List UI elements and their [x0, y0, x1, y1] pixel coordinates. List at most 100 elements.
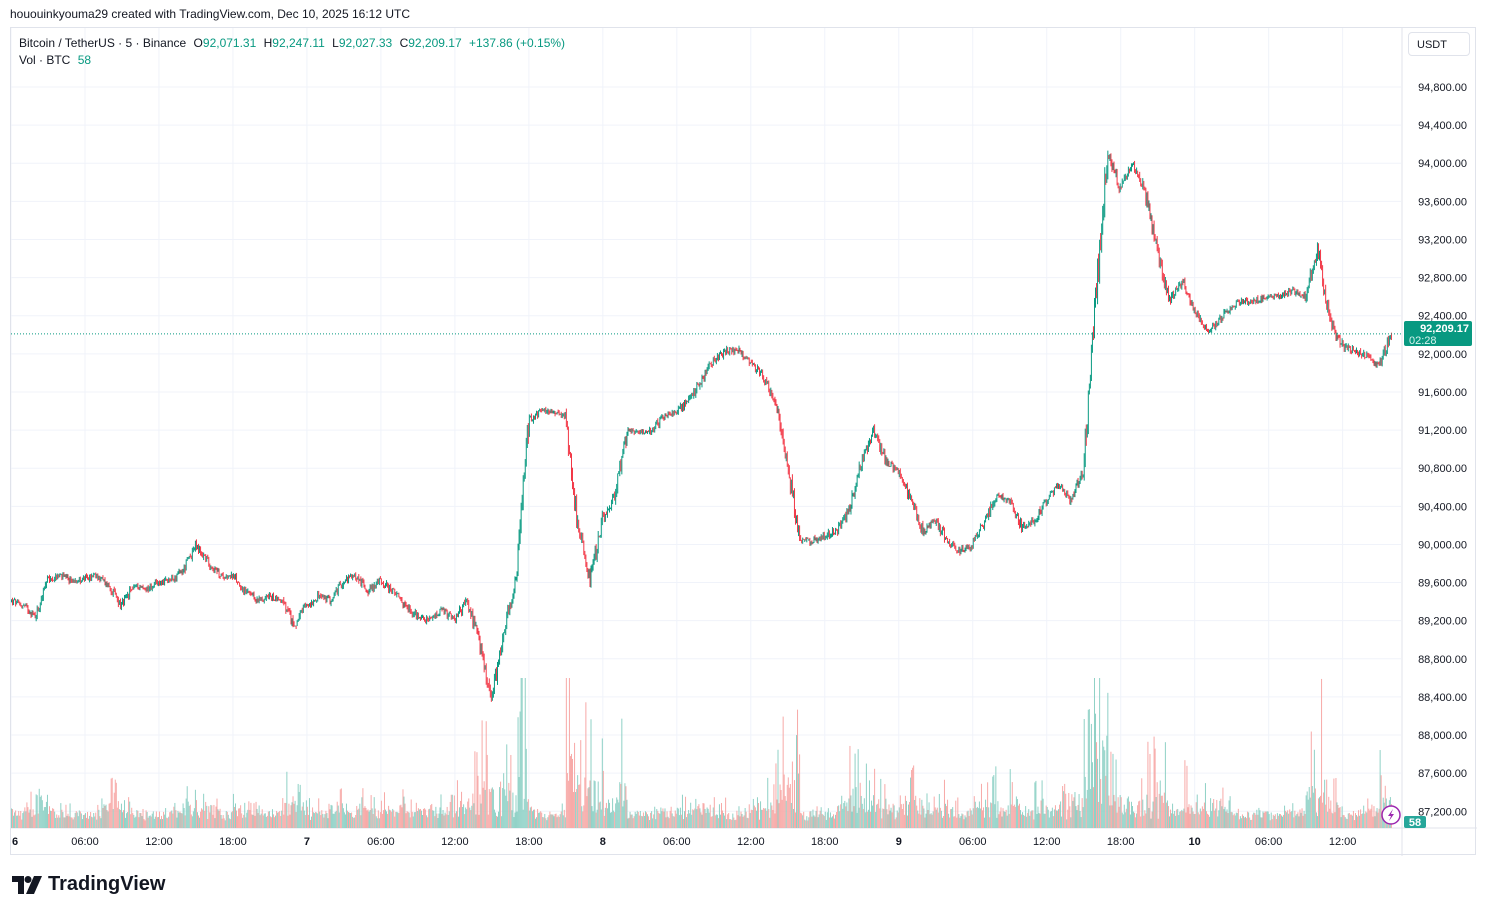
volume-bar: [1330, 800, 1332, 828]
volume-bar: [781, 799, 783, 828]
volume-bar: [513, 817, 515, 828]
volume-bar: [23, 811, 25, 828]
volume-bar: [491, 787, 493, 828]
volume-bar: [246, 812, 248, 828]
volume-bar: [1224, 806, 1226, 828]
volume-bar: [1278, 813, 1280, 828]
volume-bar: [751, 810, 753, 828]
volume-bar: [794, 812, 796, 828]
volume-bar: [79, 811, 81, 828]
volume-bar: [386, 811, 388, 828]
volume-bar: [533, 809, 535, 828]
volume-bar: [510, 754, 512, 828]
y-tick-label: 88,800.00: [1418, 654, 1467, 666]
volume-bar: [1349, 814, 1351, 828]
volume-bar: [892, 803, 894, 828]
symbol-name[interactable]: Bitcoin / TetherUS · 5 · Binance: [19, 36, 187, 50]
volume-bar: [108, 803, 110, 828]
volume-bar: [1089, 788, 1091, 828]
chart-panel[interactable]: 94,800.00 94,400.00 94,000.00 93,600.00 93,2…: [10, 27, 1477, 856]
volume-bar: [712, 807, 714, 828]
volume-bar: [223, 818, 225, 828]
volume-bar: [676, 807, 678, 828]
volume-bar: [1141, 778, 1143, 828]
tradingview-logo[interactable]: TradingView: [12, 873, 165, 896]
volume-bar: [137, 810, 139, 828]
volume-bar: [834, 818, 836, 828]
volume-bar: [921, 799, 923, 828]
volume-bar: [434, 816, 436, 828]
volume-bar: [539, 812, 541, 828]
volume-bar: [547, 817, 549, 828]
volume-bar: [1339, 807, 1341, 828]
volume-bar: [695, 798, 697, 828]
volume-bar: [274, 817, 276, 828]
volume-bar: [609, 802, 611, 828]
volume-bar: [247, 809, 249, 828]
volume-bar: [71, 817, 73, 828]
volume-bar: [88, 818, 90, 828]
volume-bar: [856, 812, 858, 828]
volume-bar: [301, 806, 303, 828]
volume-bar: [1118, 806, 1120, 828]
volume-bar: [1303, 810, 1305, 828]
volume-bar: [633, 816, 635, 828]
volume-bar: [1320, 795, 1322, 828]
volume-bar: [97, 804, 99, 828]
volume-bar: [1104, 750, 1106, 828]
volume-bar: [697, 806, 699, 828]
volume-bar: [1107, 692, 1109, 828]
currency-button[interactable]: USDT: [1408, 32, 1470, 56]
volume-bar: [110, 778, 112, 828]
volume-bar: [526, 801, 528, 828]
volume-bar: [362, 788, 364, 828]
volume-bar: [494, 812, 496, 828]
volume-bar: [354, 817, 356, 828]
volume-bar: [783, 774, 785, 828]
volume-bar: [438, 813, 440, 828]
volume-bar: [342, 808, 344, 828]
volume-bar: [238, 808, 240, 828]
volume-bar: [848, 798, 850, 828]
volume-bar: [782, 716, 784, 828]
volume-bar: [159, 819, 161, 828]
volume-bar: [21, 819, 23, 828]
y-tick-label: 93,200.00: [1418, 234, 1467, 246]
volume-bar: [45, 801, 47, 828]
volume-bar: [869, 811, 871, 828]
volume-bar: [502, 788, 504, 828]
volume-bar: [748, 804, 750, 828]
volume-bar: [1196, 794, 1198, 828]
volume-bar: [963, 819, 965, 828]
price-chart[interactable]: 94,800.00 94,400.00 94,000.00 93,600.00 93,2…: [11, 28, 1477, 856]
volume-bar: [841, 795, 843, 828]
y-tick-label: 88,000.00: [1418, 730, 1467, 742]
volume-bar: [411, 811, 413, 828]
volume-bar: [680, 814, 682, 828]
volume-bar: [849, 745, 851, 828]
volume-bar: [1145, 813, 1147, 828]
volume-bar: [718, 804, 720, 828]
volume-bar: [586, 796, 588, 828]
volume-bar: [1175, 815, 1177, 828]
volume-bar: [763, 808, 765, 828]
volume-bar: [878, 799, 880, 828]
volume-bar: [1352, 810, 1354, 828]
volume-bar: [1055, 810, 1057, 828]
volume-bar: [269, 816, 271, 828]
volume-bar: [467, 801, 469, 828]
volume-bar: [389, 809, 391, 828]
volume-bar: [549, 811, 551, 828]
volume-bar: [195, 800, 197, 828]
volume-bar: [638, 815, 640, 828]
volume-bar: [641, 816, 643, 828]
volume-bar: [951, 808, 953, 828]
volume-bar: [1345, 818, 1347, 828]
volume-bar: [241, 813, 243, 828]
volume-label[interactable]: Vol · BTC: [19, 53, 71, 67]
volume-bar: [217, 809, 219, 828]
volume-bar: [998, 814, 1000, 828]
volume-bar: [1212, 802, 1214, 828]
volume-bar: [1016, 799, 1018, 828]
volume-bar: [985, 799, 987, 828]
